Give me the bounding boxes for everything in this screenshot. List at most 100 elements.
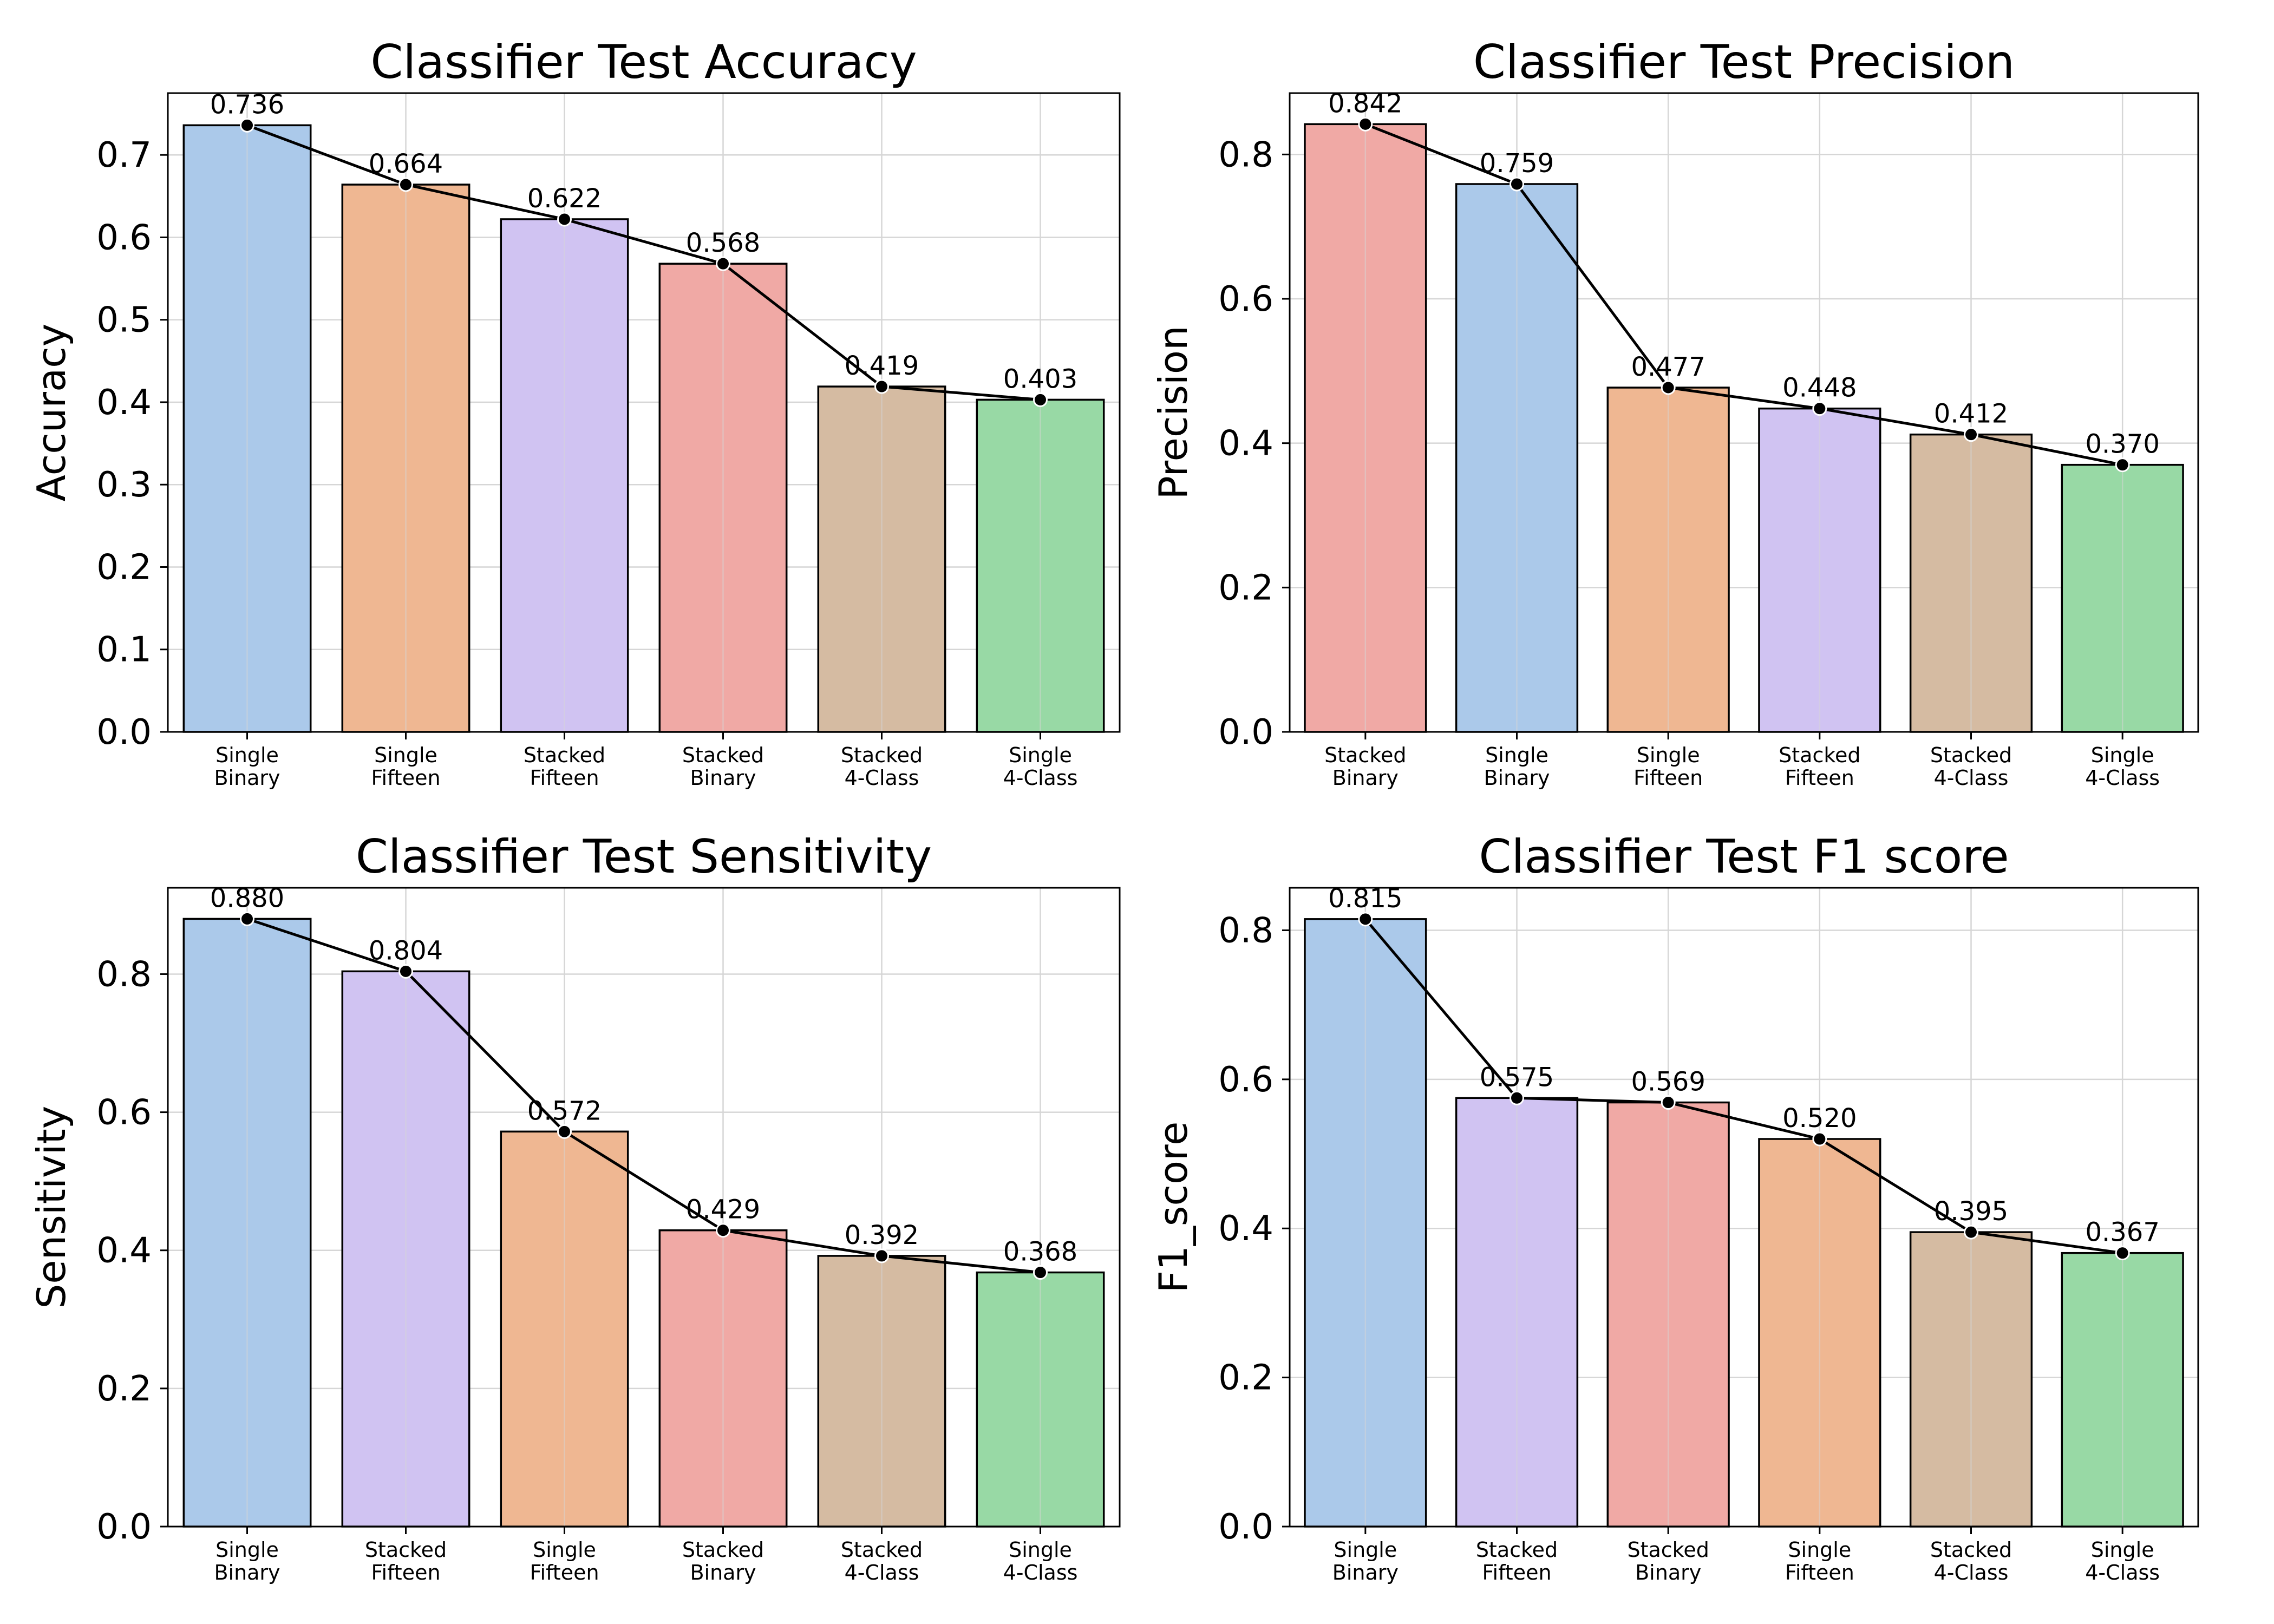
- y-tick-label: 0.8: [1218, 911, 1273, 951]
- trend-point: [1661, 380, 1676, 395]
- chart-panel-2: 0.8420.7590.4770.4480.4120.3700.00.20.40…: [1151, 35, 2199, 790]
- trend-point: [1033, 1265, 1048, 1280]
- y-tick-label: 0.3: [96, 465, 152, 505]
- y-tick-label: 0.2: [96, 1369, 152, 1409]
- y-tick-label: 0.6: [96, 1093, 152, 1133]
- x-tick-label: Single: [374, 743, 437, 767]
- x-tick-label: Fifteen: [1482, 1561, 1551, 1584]
- value-label: 0.520: [1782, 1103, 1857, 1134]
- y-axis-label: F1_score: [1151, 1122, 1196, 1293]
- value-label: 0.370: [2085, 429, 2159, 460]
- value-label: 0.622: [527, 184, 602, 214]
- x-tick-label: Binary: [1332, 766, 1399, 790]
- x-tick-label: Single: [1788, 1538, 1851, 1562]
- x-tick-label: Fifteen: [371, 766, 440, 790]
- x-tick-label: 4-Class: [1003, 1561, 1078, 1584]
- x-tick-label: Binary: [214, 766, 280, 790]
- x-tick-label: Fifteen: [371, 1561, 440, 1584]
- trend-line: [1364, 123, 2123, 467]
- x-tick-label: 4-Class: [1934, 1561, 2009, 1584]
- trend-point: [398, 177, 413, 192]
- x-tick-label: Fifteen: [530, 1561, 599, 1584]
- x-tick-label: Single: [533, 1538, 596, 1562]
- y-tick-label: 0.5: [96, 300, 152, 340]
- x-tick-label: Binary: [1484, 766, 1550, 790]
- trend-point: [240, 911, 254, 926]
- x-tick-label: Stacked: [841, 1538, 923, 1562]
- value-label: 0.392: [845, 1220, 919, 1250]
- y-tick-label: 0.1: [96, 630, 152, 670]
- x-tick-label: Stacked: [841, 743, 923, 767]
- y-tick-label: 0.4: [1218, 424, 1273, 464]
- y-tick-label: 0.2: [1218, 1358, 1273, 1398]
- x-tick-label: Single: [1009, 1538, 1072, 1562]
- x-tick-label: Fifteen: [1633, 766, 1703, 790]
- chart-title: Classifier Test Sensitivity: [356, 830, 932, 884]
- x-tick-label: Binary: [690, 766, 756, 790]
- trend-point: [1510, 176, 1524, 192]
- trend-point: [240, 117, 254, 133]
- x-tick-label: Stacked: [682, 1538, 764, 1562]
- trend-line: [1364, 918, 2123, 1255]
- y-tick-label: 0.0: [96, 1507, 152, 1547]
- trend-point: [557, 212, 572, 227]
- value-label: 0.736: [210, 89, 284, 120]
- x-tick-label: Stacked: [1324, 743, 1406, 767]
- trend-point: [557, 1124, 572, 1139]
- y-tick-label: 0.6: [1218, 1060, 1273, 1100]
- x-tick-label: Binary: [690, 1561, 756, 1584]
- x-tick-label: 4-Class: [1934, 766, 2009, 790]
- value-label: 0.575: [1480, 1062, 1554, 1092]
- y-tick-label: 0.4: [96, 1231, 152, 1271]
- chart-title: Classifier Test Precision: [1473, 35, 2015, 89]
- axes-frame: [167, 887, 1121, 1528]
- x-tick-label: Single: [1485, 743, 1548, 767]
- trend-point: [716, 1223, 730, 1238]
- y-axis-label: Sensitivity: [29, 1106, 74, 1309]
- trend-point: [2115, 1246, 2130, 1261]
- x-tick-label: Single: [215, 743, 279, 767]
- x-tick-label: Stacked: [1930, 743, 2012, 767]
- chart-panel-3: 0.8800.8040.5720.4290.3920.3680.00.20.40…: [29, 830, 1121, 1584]
- y-axis-label: Accuracy: [29, 324, 74, 502]
- x-tick-label: 4-Class: [2085, 1561, 2160, 1584]
- value-label: 0.568: [686, 228, 760, 258]
- x-tick-label: Stacked: [1779, 743, 1860, 767]
- trend-point: [1812, 401, 1827, 416]
- x-tick-label: Single: [1334, 1538, 1397, 1562]
- value-label: 0.395: [1934, 1196, 2008, 1227]
- value-label: 0.429: [686, 1195, 760, 1225]
- trend-point: [1964, 427, 1978, 442]
- x-tick-label: Binary: [1635, 1561, 1701, 1584]
- value-label: 0.367: [2085, 1217, 2159, 1248]
- x-tick-label: Stacked: [1627, 1538, 1709, 1562]
- x-tick-label: Single: [1009, 743, 1072, 767]
- x-tick-label: Binary: [1332, 1561, 1399, 1584]
- x-tick-label: 4-Class: [845, 1561, 919, 1584]
- value-label: 0.664: [369, 149, 443, 179]
- value-label: 0.759: [1480, 148, 1554, 179]
- y-tick-label: 0.6: [96, 218, 152, 258]
- y-tick-label: 0.4: [96, 383, 152, 423]
- axes-frame: [1289, 887, 2199, 1528]
- x-tick-label: Single: [2091, 743, 2154, 767]
- y-tick-label: 0.0: [96, 712, 152, 752]
- y-tick-label: 0.0: [1218, 1507, 1273, 1547]
- x-tick-label: 4-Class: [845, 766, 919, 790]
- chart-title: Classifier Test Accuracy: [370, 35, 917, 89]
- value-label: 0.477: [1631, 352, 1705, 382]
- trend-point: [874, 1248, 889, 1263]
- x-tick-label: Stacked: [524, 743, 605, 767]
- value-label: 0.572: [527, 1096, 602, 1126]
- trend-line: [246, 124, 1041, 401]
- x-tick-label: Fifteen: [1785, 766, 1854, 790]
- y-tick-label: 0.6: [1218, 279, 1273, 319]
- trend-point: [398, 964, 413, 979]
- x-tick-label: Single: [1637, 743, 1700, 767]
- trend-point: [1358, 116, 1373, 132]
- trend-point: [716, 256, 730, 271]
- trend-point: [874, 379, 889, 394]
- x-tick-label: Single: [215, 1538, 279, 1562]
- trend-point: [1812, 1131, 1827, 1147]
